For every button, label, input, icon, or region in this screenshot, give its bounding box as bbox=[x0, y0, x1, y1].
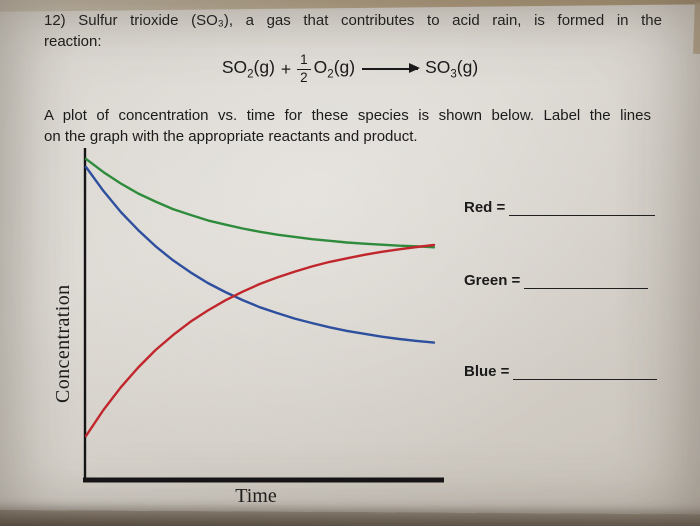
concentration-time-graph bbox=[83, 148, 444, 483]
blue-answer-blank bbox=[513, 360, 658, 380]
reactant-so2: SO2(g) bbox=[221, 57, 275, 81]
red-curve bbox=[84, 243, 436, 438]
answer-row-blue: Blue = bbox=[464, 360, 658, 380]
blue-label: Blue = bbox=[464, 363, 510, 380]
reaction-arrow-icon bbox=[362, 63, 421, 74]
answer-row-red: Red = bbox=[464, 196, 656, 216]
instruction-text-line2: on the graph with the appropriate reacta… bbox=[44, 128, 418, 145]
green-answer-blank bbox=[524, 269, 649, 289]
question-text-line2: reaction: bbox=[44, 33, 102, 50]
reactant-o2: O2(g) bbox=[313, 57, 356, 81]
red-label: Red = bbox=[464, 199, 506, 216]
green-label: Green = bbox=[464, 272, 521, 289]
green-curve bbox=[84, 157, 436, 249]
blue-curve bbox=[84, 165, 436, 344]
answer-row-green: Green = bbox=[464, 269, 649, 289]
x-axis-label: Time bbox=[235, 485, 277, 507]
plus-sign: + bbox=[280, 58, 292, 79]
product-so3: SO3(g) bbox=[425, 57, 479, 81]
red-answer-blank bbox=[509, 196, 656, 216]
instruction-text-line1: A plot of concentration vs. time for the… bbox=[44, 107, 651, 124]
one-half-fraction: 1 2 bbox=[297, 53, 311, 84]
reaction-equation: SO2(g) + 1 2 O2(g) SO3(g) bbox=[0, 50, 700, 88]
y-axis-label: Concentration bbox=[52, 284, 74, 403]
question-text-line1: 12) Sulfur trioxide (SO₃), a gas that co… bbox=[44, 12, 662, 29]
